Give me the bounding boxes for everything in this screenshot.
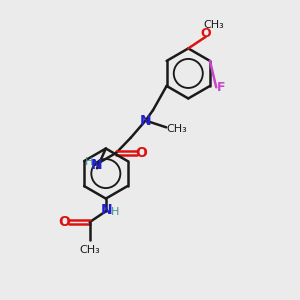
Text: O: O <box>201 27 211 40</box>
Text: N: N <box>140 114 152 128</box>
Text: H: H <box>111 207 119 218</box>
Text: O: O <box>58 215 70 229</box>
Text: CH₃: CH₃ <box>79 245 100 255</box>
Text: N: N <box>90 158 102 172</box>
Text: CH₃: CH₃ <box>203 20 224 30</box>
Text: O: O <box>135 146 147 160</box>
Text: H: H <box>85 158 93 167</box>
Text: F: F <box>217 81 226 94</box>
Text: CH₃: CH₃ <box>166 124 187 134</box>
Text: N: N <box>101 203 112 217</box>
